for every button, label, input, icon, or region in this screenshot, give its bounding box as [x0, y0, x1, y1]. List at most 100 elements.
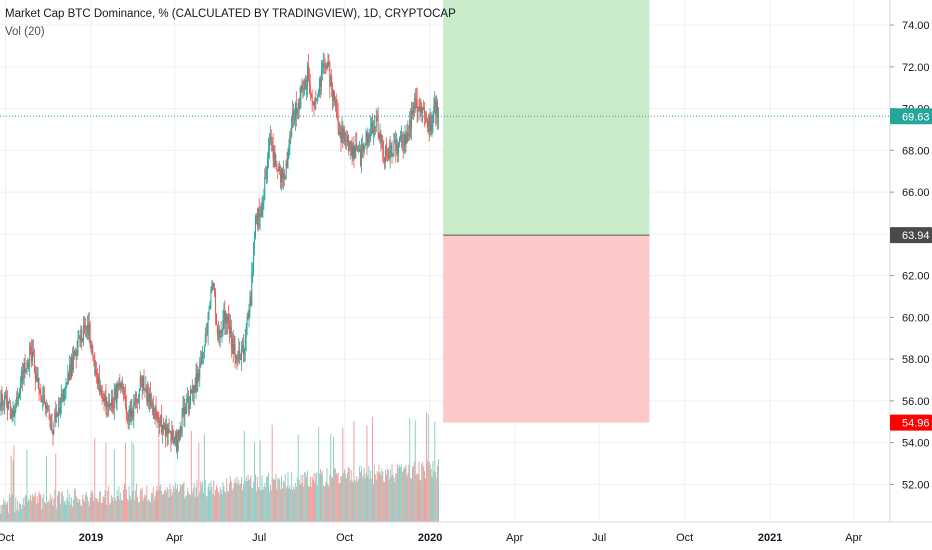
candle-body	[87, 324, 89, 335]
volume-bar	[196, 479, 198, 522]
volume-bar	[193, 482, 195, 522]
candle-body	[234, 343, 236, 358]
candle-body	[288, 144, 290, 150]
volume-bar	[92, 492, 94, 522]
volume-bar	[390, 476, 392, 522]
volume-bar	[181, 484, 183, 522]
candle-body	[284, 177, 286, 180]
volume-bar	[262, 489, 264, 522]
candle-body	[65, 383, 67, 389]
volume-bar	[256, 476, 258, 522]
volume-bar	[307, 486, 309, 522]
volume-indicator-label[interactable]: Vol (20)	[5, 26, 45, 38]
candle-body	[335, 100, 337, 112]
candle-body	[162, 425, 164, 433]
candle-body	[3, 404, 5, 406]
candle-body	[391, 145, 393, 156]
volume-bar	[396, 473, 398, 522]
volume-bar	[110, 503, 112, 522]
volume-bar	[204, 480, 206, 522]
volume-bar	[208, 483, 210, 522]
candle-body	[191, 385, 193, 393]
volume-bar	[79, 499, 81, 522]
volume-bar	[197, 496, 199, 522]
candle-body	[364, 143, 366, 146]
candle-body	[419, 107, 421, 113]
candle-body	[396, 143, 398, 151]
price-axis-label: 58.00	[902, 354, 930, 366]
volume-bar	[143, 497, 145, 522]
candle-body	[97, 376, 99, 384]
candle-body	[346, 135, 348, 142]
volume-bar	[34, 492, 36, 522]
volume-bar	[404, 468, 406, 522]
candle-body	[186, 398, 188, 414]
candle-body	[323, 63, 325, 67]
candle-body	[170, 431, 172, 441]
candle-body	[33, 355, 35, 370]
volume-bar	[249, 478, 251, 522]
candle-body	[422, 107, 424, 114]
volume-bar	[408, 464, 410, 522]
candle-body	[61, 393, 63, 401]
volume-bar	[132, 490, 134, 522]
volume-bar	[7, 512, 9, 522]
volume-bar	[364, 478, 366, 522]
candle-body	[35, 374, 37, 379]
volume-bar	[402, 470, 404, 522]
volume-bar	[42, 497, 44, 522]
candle-body	[105, 395, 107, 408]
volume-bar	[149, 501, 151, 522]
volume-bar	[313, 472, 315, 522]
candle-body	[365, 133, 367, 144]
candle-body	[172, 431, 174, 436]
candle-body	[352, 146, 354, 158]
candle-body	[46, 405, 48, 411]
volume-bar	[27, 501, 29, 522]
volume-bar	[141, 487, 143, 522]
volume-bar	[350, 469, 352, 522]
volume-bar	[276, 489, 278, 522]
candle-body	[90, 345, 92, 351]
volume-bar	[201, 485, 203, 522]
candle-body	[27, 362, 29, 368]
candle-body	[58, 408, 60, 413]
candle-body	[150, 403, 152, 406]
candle-body	[262, 203, 264, 208]
volume-bar	[191, 492, 193, 522]
candle-body	[302, 88, 304, 90]
candle-body	[428, 120, 430, 133]
chart-title[interactable]: Market Cap BTC Dominance, % (CALCULATED …	[5, 8, 456, 20]
volume-bar	[186, 495, 188, 522]
volume-bar	[388, 479, 390, 522]
candle-body	[320, 79, 322, 87]
volume-bar	[184, 498, 186, 522]
volume-bar	[398, 465, 400, 522]
volume-bar	[425, 412, 427, 522]
volume-bar	[329, 474, 331, 522]
candle-body	[40, 393, 42, 401]
volume-bar	[19, 503, 21, 522]
candle-body	[261, 207, 263, 216]
volume-bar	[287, 472, 289, 522]
volume-bar	[165, 492, 167, 522]
volume-bar	[395, 473, 397, 522]
volume-bar	[16, 509, 18, 522]
volume-bars	[0, 412, 439, 522]
volume-bar	[66, 498, 68, 522]
candle-body	[71, 357, 73, 370]
volume-bar	[268, 491, 270, 522]
candle-body	[75, 351, 77, 357]
volume-bar	[413, 461, 415, 522]
candle-body	[19, 384, 21, 394]
candle-body	[143, 376, 145, 389]
candle-body	[63, 388, 65, 401]
candle-body	[417, 106, 419, 112]
volume-bar	[28, 498, 30, 522]
volume-bar	[225, 492, 227, 522]
candle-body	[29, 346, 31, 365]
candle-body	[393, 140, 395, 156]
volume-bar	[416, 473, 418, 522]
